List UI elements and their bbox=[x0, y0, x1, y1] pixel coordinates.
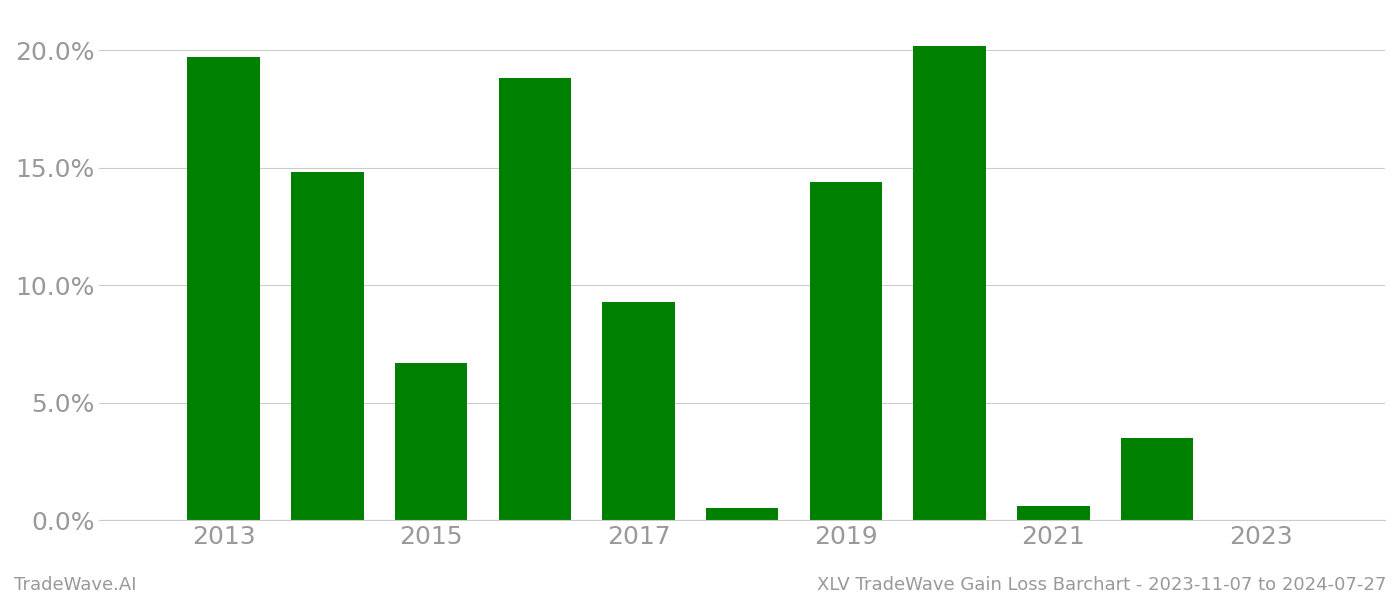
Bar bbox=[291, 172, 364, 520]
Text: TradeWave.AI: TradeWave.AI bbox=[14, 576, 137, 594]
Bar bbox=[602, 302, 675, 520]
Bar bbox=[1016, 506, 1089, 520]
Bar bbox=[498, 79, 571, 520]
Bar bbox=[809, 182, 882, 520]
Bar bbox=[188, 57, 260, 520]
Bar bbox=[1120, 438, 1193, 520]
Bar bbox=[395, 363, 468, 520]
Text: XLV TradeWave Gain Loss Barchart - 2023-11-07 to 2024-07-27: XLV TradeWave Gain Loss Barchart - 2023-… bbox=[816, 576, 1386, 594]
Bar bbox=[706, 508, 778, 520]
Bar bbox=[913, 46, 986, 520]
